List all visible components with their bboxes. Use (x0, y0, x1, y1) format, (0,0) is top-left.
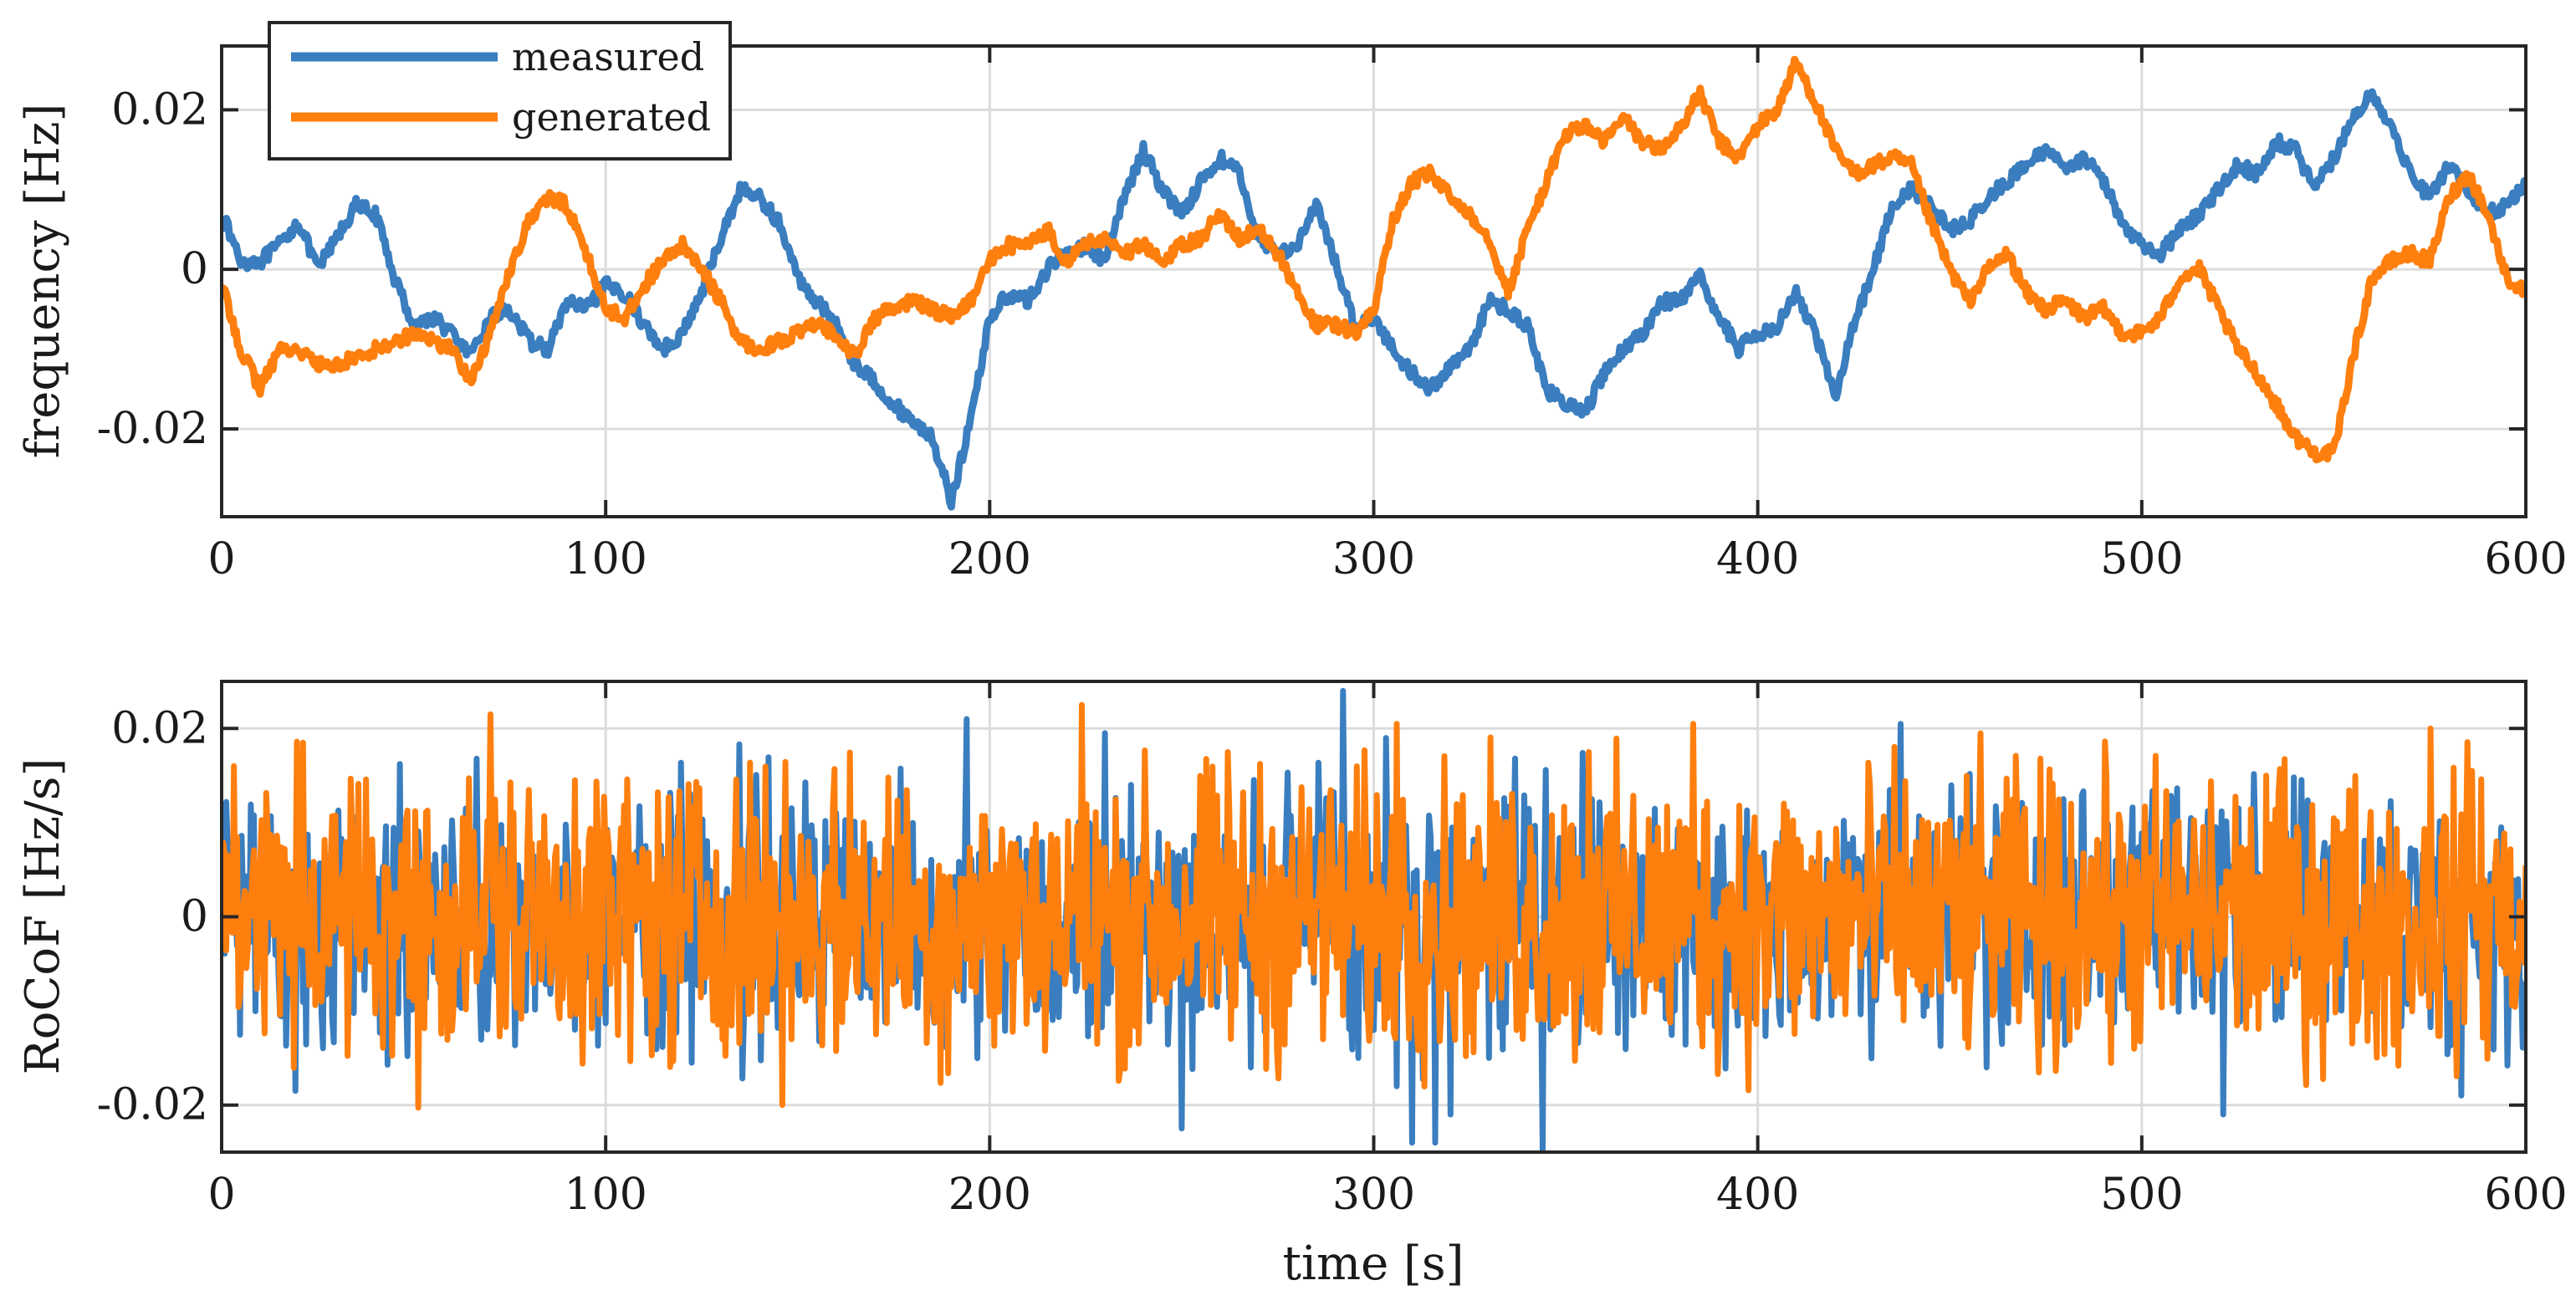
x-tick-label: 100 (565, 1170, 647, 1220)
x-tick-label: 400 (1716, 1170, 1799, 1220)
frequency-axes-box (220, 44, 2527, 518)
frequency-panel: 0 100 200 300 400 500 600 -0.02 0 0.02 frequency … (16, 21, 2568, 584)
x-tick-label: 500 (2100, 534, 2183, 584)
x-tick-label: 300 (1332, 1170, 1415, 1220)
frequency-series (222, 55, 2526, 511)
x-tick-label: 200 (948, 534, 1031, 584)
x-tick-label: 0 (207, 534, 235, 584)
legend-generated-label: generated (512, 94, 711, 140)
x-tick-label: 500 (2100, 1170, 2183, 1220)
y-tick-label: -0.02 (97, 404, 208, 454)
y-tick-label: 0 (181, 892, 208, 942)
x-tick-label: 200 (948, 1170, 1031, 1220)
legend-box (268, 21, 732, 161)
frequency-tick-labels: 0 100 200 300 400 500 600 -0.02 0 0.02 (97, 84, 2568, 584)
frequency-y-axis-label: frequency [Hz] (16, 104, 70, 459)
y-tick-label: 0.02 (111, 84, 208, 135)
rocof-tick-labels: 0 100 200 300 400 500 600 -0.02 0 0.02 (97, 703, 2568, 1220)
x-tick-label: 300 (1332, 534, 1415, 584)
legend: measured generated (268, 21, 732, 161)
y-tick-label: 0.02 (111, 703, 208, 753)
rocof-series (222, 687, 2526, 1152)
legend-measured-label: measured (512, 34, 704, 79)
series-line-generated (222, 55, 2526, 464)
x-tick-label: 0 (207, 1170, 235, 1220)
y-tick-label: 0 (181, 244, 208, 294)
x-tick-label: 600 (2484, 534, 2567, 584)
rocof-axes-box (220, 680, 2527, 1154)
series-line-generated (222, 701, 2526, 1111)
rocof-x-axis-label: time [s] (1283, 1237, 1464, 1291)
x-tick-label: 600 (2484, 1170, 2567, 1220)
y-tick-label: -0.02 (97, 1080, 208, 1130)
rocof-y-axis-label: RoCoF [Hz/s] (16, 758, 70, 1075)
rocof-series-group (222, 687, 2526, 1152)
freq-series-group (222, 55, 2526, 511)
rocof-panel: 0 100 200 300 400 500 600 -0.02 0 0.02 RoCoF [Hz/… (16, 680, 2568, 1291)
x-tick-label: 100 (565, 534, 647, 584)
x-tick-label: 400 (1716, 534, 1799, 584)
